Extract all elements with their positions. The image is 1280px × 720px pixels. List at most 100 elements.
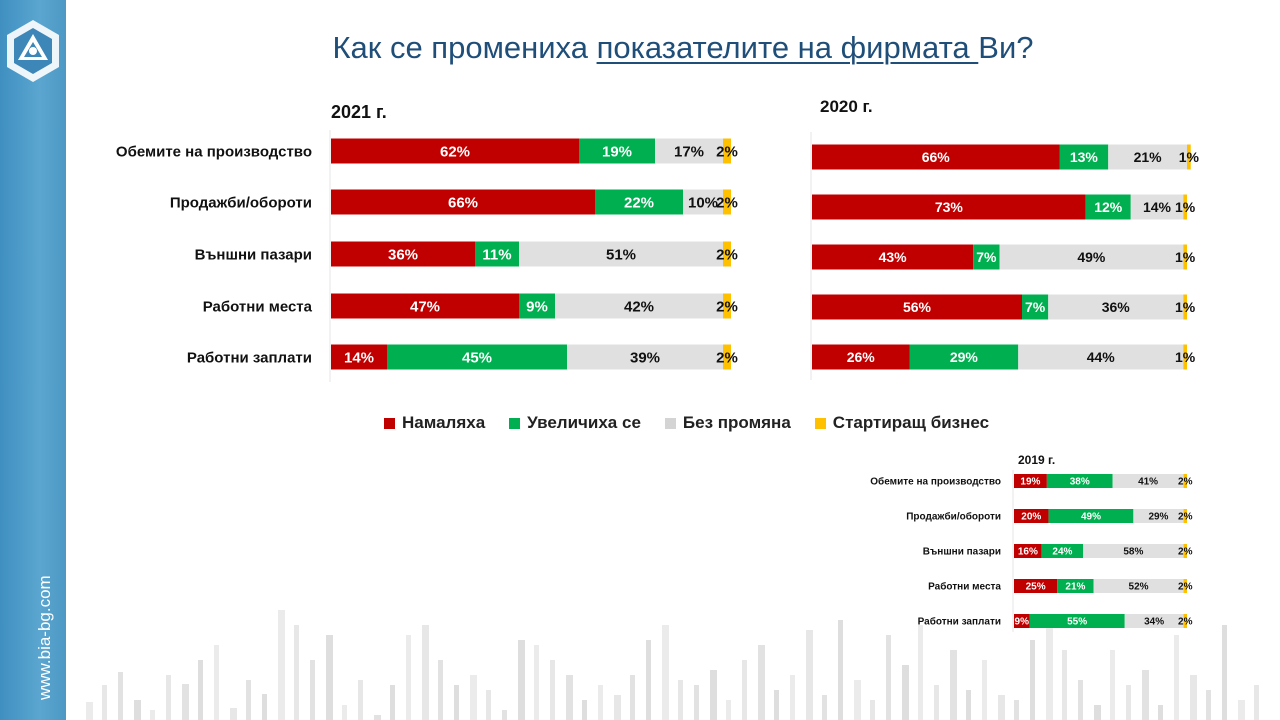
legend-swatch <box>664 417 676 429</box>
sidebar: www.bia-bg.com <box>0 0 66 720</box>
bar-segment-increased <box>973 244 1000 270</box>
bar-segment-startup <box>1183 474 1187 488</box>
data-label: 66% <box>448 194 478 211</box>
decorative-bar <box>662 625 669 720</box>
bar-segment-startup <box>1183 509 1187 523</box>
data-label: 11% <box>482 246 511 263</box>
bar-segment-unchanged <box>1133 509 1184 523</box>
data-label: 7% <box>976 249 997 265</box>
bar-segment-startup <box>723 189 731 215</box>
data-label: 2% <box>716 143 738 160</box>
decorative-bar <box>1142 670 1149 720</box>
decorative-bar <box>1174 635 1179 720</box>
decorative-bar <box>390 685 395 720</box>
category-label: Външни пазари <box>195 246 312 263</box>
decorative-bar <box>614 695 621 720</box>
data-label: 55% <box>1067 617 1087 628</box>
decorative-bar <box>694 685 699 720</box>
decorative-bar <box>1238 700 1245 720</box>
bar-segment-unchanged <box>1093 579 1184 593</box>
data-label: 1% <box>1179 149 1200 165</box>
data-label: 44% <box>1087 349 1116 365</box>
legend-item-startup: Стартиращ бизнес <box>814 413 990 433</box>
bar-segment-unchanged <box>1108 144 1187 170</box>
decorative-bar <box>118 672 123 720</box>
bar-segment-unchanged <box>1112 474 1184 488</box>
bar-segment-increased <box>1029 614 1125 628</box>
data-label: 43% <box>879 249 908 265</box>
decorative-bar <box>310 660 315 720</box>
bar-segment-startup <box>1183 579 1187 593</box>
bar-segment-startup <box>723 241 731 267</box>
category-label: Външни пазари <box>923 547 1001 558</box>
decorative-bars <box>86 610 1259 720</box>
decorative-bar <box>342 705 347 720</box>
legend-label: Стартиращ бизнес <box>832 413 990 432</box>
data-label: 73% <box>935 199 964 215</box>
bar-segment-unchanged <box>655 138 723 164</box>
legend-swatch <box>509 417 521 429</box>
data-label: 2% <box>1178 512 1193 523</box>
decorative-bar <box>518 640 525 720</box>
decorative-bar <box>1046 625 1053 720</box>
decorative-bar <box>102 685 107 720</box>
data-label: 21% <box>1134 149 1163 165</box>
category-label: Обемите на производство <box>116 143 312 160</box>
data-label: 14% <box>1143 199 1172 215</box>
page-title: Как се промениха показателите на фирмата… <box>332 30 1034 65</box>
bia-logo-icon <box>7 20 59 82</box>
data-label: 58% <box>1123 547 1143 558</box>
data-label: 52% <box>1129 582 1149 593</box>
decorative-bar <box>294 625 299 720</box>
decorative-bar <box>678 680 683 720</box>
decorative-bar <box>406 635 411 720</box>
decorative-bar <box>1190 675 1197 720</box>
bar-segment-startup <box>1183 294 1187 320</box>
bar-segment-decreased <box>812 344 910 370</box>
category-label: Продажби/обороти <box>906 511 1001 523</box>
bar-segment-decreased <box>331 189 595 215</box>
bar-segment-startup <box>1183 344 1187 370</box>
data-label: 9% <box>526 298 548 315</box>
decorative-bar <box>758 645 765 720</box>
bar-segment-decreased <box>1014 544 1042 558</box>
legend-label: Намаляха <box>402 413 486 432</box>
decorative-bar <box>566 675 573 720</box>
decorative-bar <box>854 680 861 720</box>
bar-segment-increased <box>1041 544 1084 558</box>
chart-year-title: 2020 г. <box>820 97 873 116</box>
decorative-bar <box>966 690 971 720</box>
data-label: 36% <box>1102 299 1131 315</box>
decorative-bar <box>934 685 939 720</box>
data-label: 24% <box>1052 547 1072 558</box>
decorative-bar <box>326 635 333 720</box>
decorative-bar <box>742 660 747 720</box>
decorative-bar <box>710 670 717 720</box>
data-label: 2% <box>1178 617 1193 628</box>
data-label: 38% <box>1070 477 1090 488</box>
bar-segment-startup <box>723 293 731 319</box>
bar-segment-decreased <box>812 194 1086 220</box>
decorative-bar <box>1254 685 1259 720</box>
category-label: Продажби/обороти <box>170 194 312 211</box>
legend-swatch <box>384 417 395 429</box>
bar-segment-decreased <box>812 294 1022 320</box>
legend-item-increased: Увеличиха се <box>509 413 641 433</box>
decorative-bar <box>438 660 443 720</box>
bar-segment-startup <box>723 138 731 164</box>
data-label: 19% <box>602 143 632 160</box>
bar-segment-decreased <box>1014 579 1058 593</box>
decorative-bar <box>374 715 381 720</box>
decorative-bar <box>1062 650 1067 720</box>
data-label: 34% <box>1144 617 1164 628</box>
bar-segment-increased <box>1085 194 1131 220</box>
decorative-bar <box>486 690 491 720</box>
data-label: 2% <box>1178 582 1193 593</box>
decorative-bar <box>950 650 957 720</box>
legend-label: Без промяна <box>682 413 791 432</box>
bar-segment-increased <box>387 344 567 370</box>
data-label: 47% <box>410 298 440 315</box>
data-label: 49% <box>1081 512 1101 523</box>
decorative-bar <box>1126 685 1131 720</box>
